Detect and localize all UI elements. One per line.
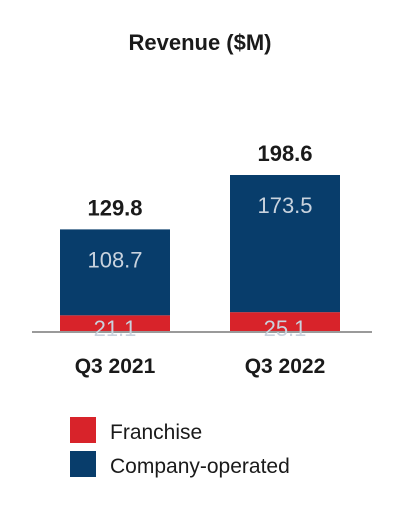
segment-label-1-0: 108.7 [87,247,142,272]
legend-swatch-1 [70,451,96,477]
segment-label-0-1: 25.1 [264,316,307,341]
bars-group [60,175,340,332]
segment-label-1-1: 173.5 [257,193,312,218]
bar-company-operated-0 [60,229,170,316]
chart-title: Revenue ($M) [128,30,271,55]
segment-label-0-0: 21.1 [94,316,137,341]
legend-label-1: Company-operated [110,455,290,478]
category-label-1: Q3 2022 [245,355,326,378]
legend: Franchise Company-operated [70,417,290,478]
labels-group: 21.1 108.7 129.8 Q3 2021 25.1 173.5 198.6 Q3 20… [75,141,326,378]
total-label-0: 129.8 [87,195,142,220]
legend-swatch-0 [70,417,96,443]
total-label-1: 198.6 [257,141,312,166]
bar-franchise-0 [60,315,170,332]
legend-label-0: Franchise [110,421,202,444]
category-label-0: Q3 2021 [75,355,156,378]
bar-franchise-1 [230,312,340,332]
bar-company-operated-1 [230,175,340,313]
